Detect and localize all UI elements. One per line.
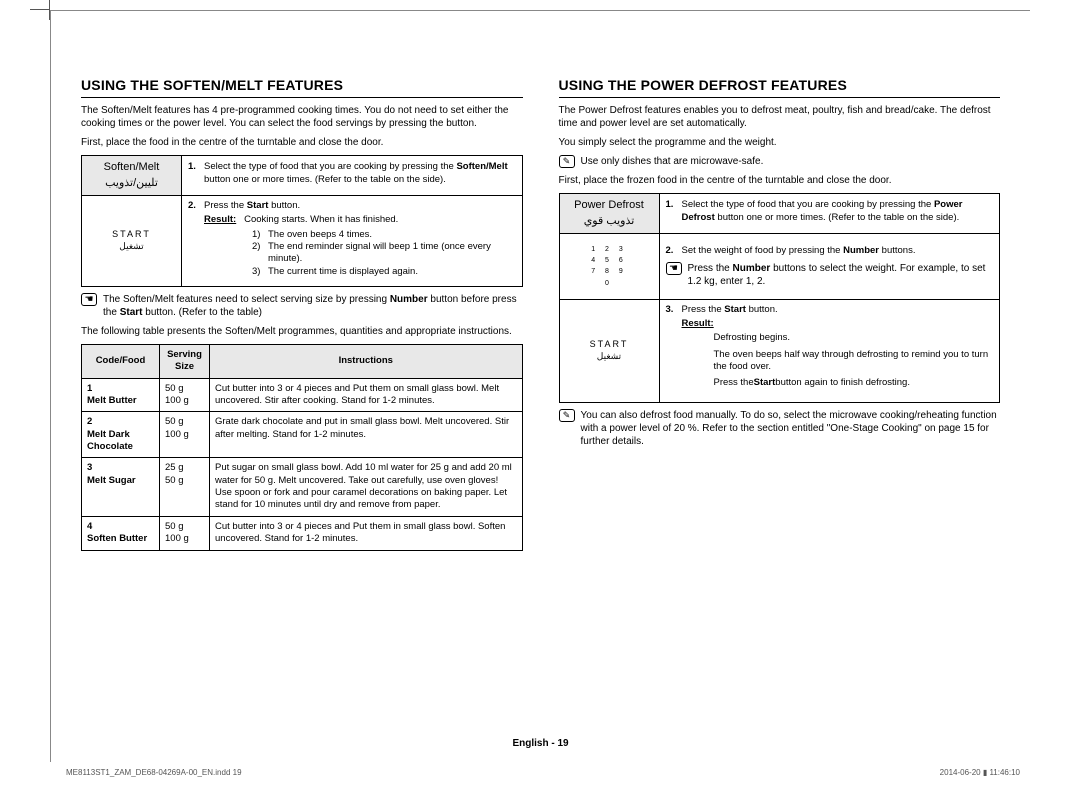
table-row: 4Soften Butter50 g100 gCut butter into 3… [82, 516, 523, 550]
note-manual-text: You can also defrost food manually. To d… [581, 409, 1001, 448]
table-row: 1Melt Butter50 g100 gCut butter into 3 o… [82, 378, 523, 412]
start-label-cell: START تشغيل [82, 195, 182, 286]
r-intro-2: You simply select the programme and the … [559, 136, 1001, 149]
result-item-1: The oven beeps 4 times. [268, 229, 372, 241]
r-step3-cell: 3. Press the Start button. Result: Defro… [659, 299, 1000, 402]
r-result-label: Result: [682, 318, 714, 329]
step2-a: Press the [204, 200, 247, 211]
heading-power-defrost: USING THE POWER DEFROST FEATURES [559, 76, 1001, 98]
bullet-2: The oven beeps half way through defrosti… [714, 349, 994, 374]
button-label-ar: تليين/تذويب [105, 177, 158, 189]
step2-c: button. [268, 200, 300, 211]
table-intro: The following table presents the Soften/… [81, 325, 523, 338]
manual-page: USING THE SOFTEN/MELT FEATURES The Softe… [50, 10, 1030, 762]
keypad-cell: 1 2 34 5 67 8 9 0 [559, 233, 659, 299]
heading-soften-melt: USING THE SOFTEN/MELT FEATURES [81, 76, 523, 98]
r-step1-cell: 1. Select the type of food that you are … [659, 194, 1000, 234]
r-start-ar: تشغيل [564, 351, 655, 363]
programme-table: Code/Food Serving Size Instructions 1Mel… [81, 344, 523, 550]
th-serving: Serving Size [160, 345, 210, 379]
step1-text-b: Soften/Melt [456, 161, 507, 172]
bullet-1: Defrosting begins. [714, 332, 994, 344]
start-cell-right: START تشغيل [559, 299, 659, 402]
page-footer: English - 19 [51, 737, 1030, 750]
intro-para-1: The Soften/Melt features has 4 pre-progr… [81, 104, 523, 130]
step1-text-a: Select the type of food that you are coo… [204, 161, 456, 172]
note-text: The Soften/Melt features need to select … [103, 293, 523, 319]
th-code: Code/Food [82, 345, 160, 379]
button-label-en: Soften/Melt [104, 161, 160, 173]
th-instr: Instructions [210, 345, 523, 379]
step2-note: Press the Number buttons to select the w… [688, 262, 994, 288]
start-ar: تشغيل [86, 241, 177, 253]
right-column: USING THE POWER DEFROST FEATURES The Pow… [559, 76, 1001, 551]
hand-icon [666, 262, 682, 275]
pencil-icon [559, 409, 575, 422]
r-intro-1: The Power Defrost features enables you t… [559, 104, 1001, 130]
button-label-cell: Soften/Melt تليين/تذويب [82, 156, 182, 196]
footer-timestamp: 2014-06-20 ▮ 11:46:10 [940, 768, 1020, 778]
table-row: 2Melt Dark Chocolate50 g100 gGrate dark … [82, 412, 523, 458]
steps-table-left: Soften/Melt تليين/تذويب 1. Select the ty… [81, 155, 523, 287]
note-manual-defrost: You can also defrost food manually. To d… [559, 409, 1001, 448]
step2-b: Start [247, 200, 269, 211]
step1-cell: 1. Select the type of food that you are … [182, 156, 523, 196]
pd-label-ar: تذويب قوي [584, 215, 635, 227]
table-row: 3Melt Sugar25 g50 gPut sugar on small gl… [82, 458, 523, 516]
pd-button-label-cell: Power Defrost تذويب قوي [559, 194, 659, 234]
left-column: USING THE SOFTEN/MELT FEATURES The Softe… [81, 76, 523, 551]
result-item-2: The end reminder signal will beep 1 time… [268, 241, 516, 266]
result-item-3: The current time is displayed again. [268, 266, 418, 278]
step1-text-c: button one or more times. (Refer to the … [204, 174, 446, 185]
bullet-3: Press the Start button again to finish d… [714, 377, 994, 389]
hand-icon [81, 293, 97, 306]
pencil-icon [559, 155, 575, 168]
step2-cell: 2. Press the Start button. Result: Cooki… [182, 195, 523, 286]
footer-filename: ME8113ST1_ZAM_DE68-04269A-00_EN.indd 19 [66, 768, 242, 778]
result-label: Result: [204, 214, 236, 225]
start-en: START [112, 229, 151, 239]
r-start-en: START [590, 339, 629, 349]
keypad-icon: 1 2 34 5 67 8 9 0 [591, 244, 627, 289]
note-dishes: Use only dishes that are microwave-safe. [559, 155, 1001, 168]
result-text: Cooking starts. When it has finished. [244, 214, 398, 225]
note-dishes-text: Use only dishes that are microwave-safe. [581, 155, 764, 168]
note-soften: The Soften/Melt features need to select … [81, 293, 523, 319]
r-intro-3: First, place the frozen food in the cent… [559, 174, 1001, 187]
intro-para-2: First, place the food in the centre of t… [81, 136, 523, 149]
steps-table-right: Power Defrost تذويب قوي 1. Select the ty… [559, 193, 1001, 403]
r-step2-cell: 2. Set the weight of food by pressing th… [659, 233, 1000, 299]
pd-label-en: Power Defrost [574, 199, 644, 211]
